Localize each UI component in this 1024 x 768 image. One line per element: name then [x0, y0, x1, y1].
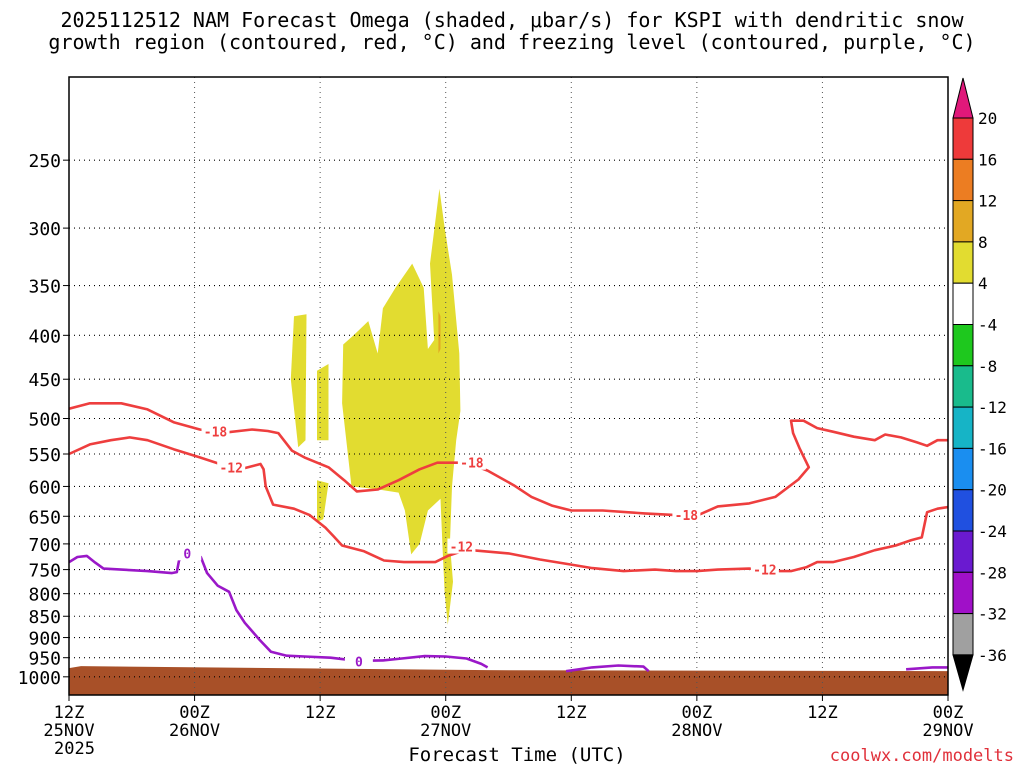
colorbar-swatch — [953, 490, 973, 531]
x-tick-date: 28NOV — [671, 721, 722, 741]
isotherm-0-label: 0 — [183, 547, 191, 562]
y-tick-label-700: 700 — [28, 535, 61, 556]
isotherm-0-label: 0 — [355, 656, 363, 671]
colorbar-label: -24 — [978, 522, 1007, 541]
colorbar-label: -12 — [978, 398, 1007, 417]
y-tick-label-950: 950 — [28, 649, 61, 670]
x-tick-label: 00Z — [430, 703, 461, 723]
isotherm--18-label: -18 — [460, 457, 484, 472]
colorbar-bottom-triangle — [953, 655, 973, 690]
y-tick-label-350: 350 — [28, 277, 61, 298]
x-tick-label: 00Z — [681, 703, 712, 723]
colorbar-label: -20 — [978, 481, 1007, 500]
colorbar-swatch — [953, 325, 973, 366]
isotherm-0-line — [906, 667, 948, 669]
colorbar-swatch — [953, 159, 973, 200]
colorbar-swatch — [953, 283, 973, 324]
y-tick-label-650: 650 — [28, 507, 61, 528]
source-credit[interactable]: coolwx.com/modelts — [830, 746, 1014, 766]
x-tick-label: 12Z — [556, 703, 587, 723]
colorbar-swatch — [953, 201, 973, 242]
y-tick-label-550: 550 — [28, 445, 61, 466]
y-tick-label-850: 850 — [28, 607, 61, 628]
colorbar-top-triangle — [953, 78, 973, 118]
colorbar-label: 12 — [978, 192, 997, 211]
colorbar-swatch — [953, 572, 973, 613]
colorbar-swatch — [953, 448, 973, 489]
colorbar-swatch — [953, 366, 973, 407]
y-tick-label-1000: 1000 — [18, 668, 61, 689]
plot-layer: -18 -18 -18 -12 -12 -12 0 0 — [69, 77, 948, 695]
isotherm--12-label: -12 — [450, 541, 473, 556]
colorbar-swatch — [953, 118, 973, 159]
colorbar-swatch — [953, 531, 973, 572]
terrain-fill — [69, 666, 948, 695]
isotherm--18-label: -18 — [675, 509, 699, 524]
y-tick-label-250: 250 — [28, 151, 61, 172]
isotherm--18-label: -18 — [204, 426, 228, 441]
x-tick-label: 00Z — [179, 703, 210, 723]
colorbar-label: 8 — [978, 233, 988, 252]
x-tick-date: 26NOV — [169, 721, 220, 741]
x-tick-label: 12Z — [305, 703, 336, 723]
x-tick-label: 12Z — [807, 703, 838, 723]
omega-region-4 — [291, 314, 307, 447]
colorbar-label: -16 — [978, 439, 1007, 458]
x-tick-date: 29NOV — [922, 721, 973, 741]
omega-region-8 — [438, 311, 440, 353]
x-tick-label: 00Z — [933, 703, 964, 723]
y-tick-label-500: 500 — [28, 409, 61, 430]
colorbar-swatch — [953, 407, 973, 448]
y-tick-label-750: 750 — [28, 561, 61, 582]
colorbar-label: 16 — [978, 150, 997, 169]
y-tick-label-450: 450 — [28, 370, 61, 391]
y-tick-label-600: 600 — [28, 477, 61, 498]
y-tick-label-800: 800 — [28, 585, 61, 606]
colorbar-label: 20 — [978, 109, 997, 128]
omega-region-4 — [317, 480, 329, 522]
colorbar-label: -4 — [978, 316, 997, 335]
y-tick-label-900: 900 — [28, 629, 61, 650]
colorbar-label: -28 — [978, 563, 1007, 582]
plot-frame — [69, 77, 948, 695]
colorbar-label: -32 — [978, 605, 1007, 624]
colorbar-swatch — [953, 614, 973, 655]
colorbar-swatch — [953, 242, 973, 283]
isotherm--12-label: -12 — [219, 461, 242, 476]
isotherm-0-line — [566, 666, 649, 672]
y-tick-label-300: 300 — [28, 219, 61, 240]
isotherm--18-line — [69, 403, 948, 515]
x-tick-date: 27NOV — [420, 721, 471, 741]
x-tick-date: 25NOV — [43, 721, 94, 741]
y-tick-label-400: 400 — [28, 326, 61, 347]
isotherm--12-label: -12 — [753, 564, 776, 579]
colorbar-label: 4 — [978, 274, 988, 293]
x-tick-label: 12Z — [54, 703, 85, 723]
colorbar-label: -36 — [978, 646, 1007, 665]
omega-region-4 — [317, 364, 329, 440]
colorbar-label: -8 — [978, 357, 997, 376]
